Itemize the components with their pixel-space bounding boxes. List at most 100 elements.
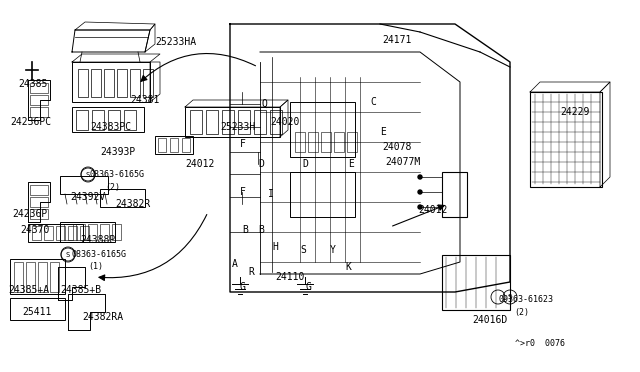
Bar [238, 110, 250, 134]
Bar [56, 226, 65, 240]
Bar [100, 224, 109, 240]
Bar [72, 107, 144, 132]
Text: S: S [65, 252, 70, 258]
Text: 24171: 24171 [382, 35, 412, 45]
Text: D: D [302, 159, 308, 169]
Bar [190, 110, 202, 134]
Text: A: A [232, 259, 238, 269]
Bar [321, 132, 331, 152]
Text: 24382RA: 24382RA [82, 312, 123, 322]
Text: 24012: 24012 [418, 205, 447, 215]
Text: 08363-6165G: 08363-6165G [90, 170, 145, 179]
Text: E: E [348, 159, 354, 169]
Text: I: I [268, 189, 274, 199]
Text: G: G [305, 282, 311, 292]
Bar [88, 224, 97, 240]
Bar [10, 259, 65, 294]
Circle shape [418, 190, 422, 194]
Text: 24012: 24012 [185, 159, 214, 169]
Text: D: D [258, 159, 264, 169]
Text: 24385+A: 24385+A [8, 285, 49, 295]
Bar [270, 110, 282, 134]
Bar [182, 138, 190, 152]
Bar [442, 255, 510, 310]
Text: S: S [300, 245, 306, 255]
Text: H: H [272, 242, 278, 252]
Text: C: C [370, 97, 376, 107]
Text: 24110: 24110 [275, 272, 305, 282]
Bar [158, 138, 166, 152]
Bar [30, 185, 48, 195]
Text: S: S [86, 172, 90, 178]
Bar [108, 110, 120, 130]
Text: 25233H: 25233H [220, 122, 255, 132]
Bar [295, 132, 305, 152]
Text: 25411: 25411 [22, 307, 51, 317]
Text: 24229: 24229 [560, 107, 589, 117]
Bar [290, 102, 355, 157]
Text: 24078: 24078 [382, 142, 412, 152]
Bar [124, 110, 136, 130]
Bar [32, 226, 41, 240]
Bar [347, 132, 357, 152]
Bar [155, 136, 193, 154]
Bar [334, 132, 344, 152]
Text: F: F [240, 139, 246, 149]
Bar [112, 224, 121, 240]
Bar [10, 298, 65, 320]
Bar [14, 262, 23, 292]
Bar [254, 110, 266, 134]
Bar [91, 69, 101, 97]
Bar [30, 197, 48, 207]
Circle shape [418, 175, 422, 179]
Bar [130, 69, 140, 97]
Text: B: B [258, 225, 264, 235]
Bar [76, 110, 88, 130]
Bar [92, 110, 104, 130]
Text: 24388P: 24388P [80, 235, 115, 245]
Circle shape [418, 205, 422, 209]
Bar [64, 224, 73, 240]
Text: ^>r0  0076: ^>r0 0076 [515, 340, 565, 349]
Text: K: K [345, 262, 351, 272]
Text: 24381: 24381 [130, 95, 159, 105]
Text: 24385: 24385 [18, 79, 47, 89]
Bar [30, 83, 48, 93]
Text: 24392V: 24392V [70, 192, 105, 202]
Bar [30, 107, 48, 117]
Bar [308, 132, 318, 152]
Bar [104, 69, 114, 97]
Bar [30, 209, 48, 219]
Text: R: R [248, 267, 254, 277]
Text: Q: Q [262, 99, 268, 109]
Bar [442, 172, 467, 217]
Bar [170, 138, 178, 152]
Bar [78, 69, 88, 97]
Text: 08363-6165G: 08363-6165G [72, 250, 127, 259]
Text: 24382R: 24382R [115, 199, 150, 209]
Bar [117, 69, 127, 97]
Text: (2): (2) [514, 308, 529, 317]
Text: 25233HA: 25233HA [155, 37, 196, 47]
Bar [100, 189, 145, 207]
Text: 24236PC: 24236PC [10, 117, 51, 127]
Text: (1): (1) [88, 262, 103, 270]
Bar [222, 110, 234, 134]
Bar [185, 107, 280, 137]
Bar [50, 262, 59, 292]
Bar [76, 224, 85, 240]
Text: 24383PC: 24383PC [90, 122, 131, 132]
Bar [72, 62, 150, 102]
Bar [38, 262, 47, 292]
Text: B: B [242, 225, 248, 235]
Text: 24236P: 24236P [12, 209, 47, 219]
Text: 24077M: 24077M [385, 157, 420, 167]
Text: Y: Y [330, 245, 336, 255]
Text: 24016D: 24016D [472, 315, 508, 325]
Text: 24385+B: 24385+B [60, 285, 101, 295]
Bar [28, 224, 83, 242]
Bar [60, 176, 108, 194]
Bar [290, 172, 355, 217]
Text: 24393P: 24393P [100, 147, 135, 157]
Bar [530, 92, 602, 187]
